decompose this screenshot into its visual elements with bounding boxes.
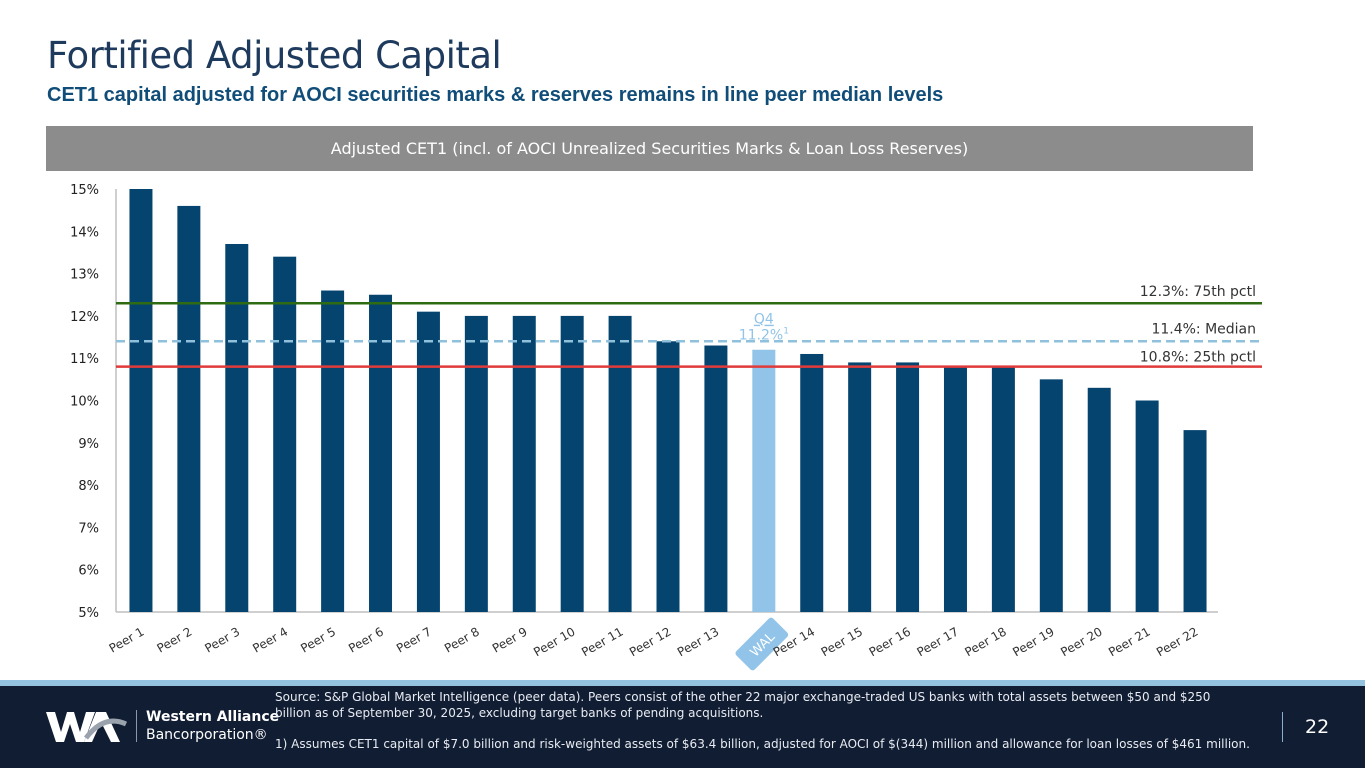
page-number-divider (1282, 712, 1283, 742)
y-tick-label: 9% (78, 437, 99, 452)
x-tick-label: Peer 13 (675, 624, 721, 659)
page-title: Fortified Adjusted Capital (47, 34, 502, 77)
bar (1087, 387, 1111, 612)
bar (416, 311, 440, 612)
logo-divider (136, 710, 137, 742)
chart-title-banner: Adjusted CET1 (incl. of AOCI Unrealized … (46, 126, 1253, 171)
bar (896, 362, 920, 612)
bar (991, 366, 1015, 612)
bar (321, 290, 345, 612)
bar (848, 362, 872, 612)
company-name-suffix: Bancorporation® (146, 727, 268, 743)
wal-period-label: Q4 (754, 312, 774, 328)
x-tick-label: Peer 17 (914, 624, 960, 659)
wal-badge-bg (735, 617, 789, 671)
bar (560, 315, 584, 612)
y-tick-label: 15% (70, 183, 99, 198)
wal-value-label: 11.2%1 (739, 327, 789, 344)
bar (273, 256, 297, 612)
reference-label-median: 11.4%: Median (1151, 321, 1256, 337)
y-tick-label: 5% (78, 606, 99, 621)
page-subtitle: CET1 capital adjusted for AOCI securitie… (47, 84, 944, 106)
source-note: Source: S&P Global Market Intelligence (… (275, 690, 1211, 720)
bar (225, 243, 249, 612)
x-tick-label: Peer 16 (867, 624, 913, 659)
x-tick-label: Peer 3 (202, 624, 242, 655)
x-tick-label: Peer 5 (298, 624, 338, 655)
footer-stripe (0, 680, 1365, 686)
y-tick-label: 6% (78, 564, 99, 579)
footer (0, 680, 1365, 768)
reference-label-25th-pctl: 10.8%: 25th pctl (1140, 350, 1256, 366)
bar (1039, 379, 1063, 612)
bar (464, 315, 488, 612)
x-tick-label: Peer 9 (490, 624, 530, 655)
page-number: 22 (1305, 716, 1330, 738)
x-tick-label: Peer 22 (1154, 624, 1200, 659)
bar (608, 315, 632, 612)
x-tick-label: Peer 20 (1058, 624, 1104, 659)
y-tick-label: 14% (70, 225, 99, 240)
bar (177, 205, 201, 613)
bar-wal (752, 349, 776, 612)
bar (656, 341, 680, 612)
x-tick-label: Peer 21 (1106, 624, 1152, 659)
x-tick-label: Peer 1 (107, 624, 147, 655)
x-tick-label: Peer 19 (1010, 624, 1056, 659)
bar (129, 189, 153, 612)
x-tick-label: Peer 11 (579, 624, 625, 659)
x-tick-label: Peer 10 (531, 624, 577, 659)
footnote-marker: 1 (783, 327, 789, 337)
x-tick-label: Peer 15 (819, 624, 865, 659)
x-tick-label: Peer 2 (154, 624, 194, 655)
bar (1183, 430, 1207, 612)
bar (1135, 400, 1159, 612)
x-tick-label: Peer 4 (250, 624, 290, 655)
company-name: Western Alliance (146, 709, 280, 725)
y-tick-label: 13% (70, 268, 99, 283)
footnote-1: 1) Assumes CET1 capital of $7.0 billion … (275, 737, 1250, 751)
x-tick-label: Peer 6 (346, 624, 386, 655)
wa-logo-icon (46, 712, 128, 742)
y-tick-label: 10% (70, 395, 99, 410)
bar (704, 345, 728, 612)
bar-chart: 5%6%7%8%9%10%11%12%13%14%15%Peer 1 Peer 2… (70, 183, 1262, 671)
bar (512, 315, 536, 612)
y-tick-label: 7% (78, 521, 99, 536)
bar (943, 366, 967, 612)
y-tick-label: 12% (70, 310, 99, 325)
x-tick-label: Peer 12 (627, 624, 673, 659)
bar (369, 294, 393, 612)
x-tick-label: Peer 18 (962, 624, 1008, 659)
x-tick-label: Peer 8 (442, 624, 482, 655)
reference-label-75th-pctl: 12.3%: 75th pctl (1140, 284, 1256, 300)
y-tick-label: 11% (70, 352, 99, 367)
y-tick-label: 8% (78, 479, 99, 494)
chart-title: Adjusted CET1 (incl. of AOCI Unrealized … (330, 139, 969, 158)
bar (800, 353, 824, 612)
x-tick-label: Peer 7 (394, 624, 434, 655)
